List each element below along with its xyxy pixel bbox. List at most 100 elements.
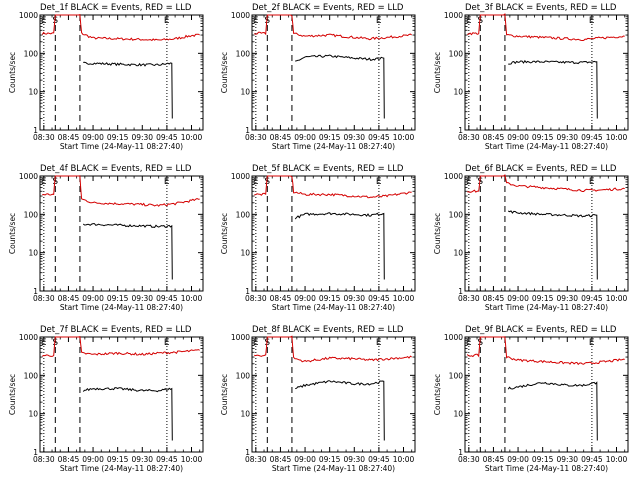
event-marker-label: E — [466, 338, 472, 348]
chart-panel-5: Det_5f BLACK = Events, RED = LLD 1 10 100 10… — [220, 164, 416, 312]
chart-title: Det_3f BLACK = Events, RED = LLD — [465, 3, 617, 13]
y-tick-label: 1 — [458, 126, 463, 135]
x-tick-label: 08:45 — [270, 294, 292, 303]
y-axis-label: Counts/sec — [433, 374, 442, 415]
y-tick-label: 1 — [245, 448, 250, 457]
x-tick-label: 09:45 — [156, 294, 178, 303]
event-marker-label: E — [253, 338, 259, 348]
x-tick-label: 09:45 — [368, 133, 390, 142]
chart-panel-8: Det_8f BLACK = Events, RED = LLD 1 10 100 10… — [220, 325, 416, 473]
y-tick-label: 1000 — [19, 172, 38, 181]
x-tick-label: 09:00 — [82, 133, 104, 142]
y-tick-label: 100 — [24, 210, 39, 219]
y-tick-label: 10 — [28, 249, 38, 258]
y-tick-label: 100 — [449, 210, 464, 219]
event-marker-label: E — [466, 177, 472, 187]
chart-title: Det_5f BLACK = Events, RED = LLD — [252, 164, 404, 174]
series-line — [294, 212, 385, 280]
chart-title: Det_9f BLACK = Events, RED = LLD — [465, 325, 617, 335]
x-tick-label: 09:15 — [532, 294, 554, 303]
event-marker-label: S — [477, 16, 483, 26]
event-marker-label: S — [264, 177, 270, 187]
x-tick-label: 09:15 — [107, 294, 129, 303]
y-tick-label: 100 — [236, 210, 251, 219]
x-tick-label: 08:45 — [58, 455, 80, 464]
series-line — [41, 335, 200, 357]
plot-frame — [464, 14, 629, 131]
x-tick-label: 08:30 — [245, 294, 267, 303]
plot-frame — [251, 175, 416, 292]
x-tick-label: 09:30 — [343, 133, 365, 142]
x-tick-label: 09:30 — [343, 455, 365, 464]
chart-panel-1: Det_1f BLACK = Events, RED = LLD 1 10 100 10… — [8, 3, 204, 151]
x-axis-label: Start Time (24-May-11 08:27:40) — [485, 142, 608, 151]
event-marker-label: E — [376, 177, 382, 187]
y-tick-label: 1000 — [231, 11, 250, 20]
series-line — [295, 380, 385, 441]
event-marker-label: E — [589, 16, 595, 26]
chart-panel-3: Det_3f BLACK = Events, RED = LLD 1 10 100 10… — [433, 3, 629, 151]
series-line — [466, 336, 625, 366]
plot-frame — [464, 336, 629, 453]
x-tick-label: 08:45 — [483, 455, 505, 464]
x-tick-label: 09:45 — [581, 294, 603, 303]
y-tick-label: 1 — [33, 448, 38, 457]
y-axis-label: Counts/sec — [433, 213, 442, 254]
y-axis-label: Counts/sec — [8, 213, 17, 254]
y-tick-label: 10 — [240, 88, 250, 97]
x-axis-label: Start Time (24-May-11 08:27:40) — [60, 303, 183, 312]
x-tick-label: 08:45 — [58, 294, 80, 303]
event-marker-label: E — [589, 177, 595, 187]
plot-frame — [464, 175, 629, 292]
y-tick-label: 1000 — [444, 333, 463, 342]
x-tick-label: 09:15 — [319, 455, 341, 464]
y-tick-label: 10 — [240, 410, 250, 419]
x-tick-label: 08:45 — [483, 294, 505, 303]
x-tick-label: 09:30 — [131, 133, 153, 142]
x-tick-label: 10:00 — [606, 133, 628, 142]
x-tick-label: 09:00 — [294, 294, 316, 303]
x-tick-label: 08:30 — [33, 294, 55, 303]
y-tick-label: 10 — [240, 249, 250, 258]
chart-panel-2: Det_2f BLACK = Events, RED = LLD 1 10 100 10… — [220, 3, 416, 151]
x-tick-label: 09:45 — [368, 455, 390, 464]
x-tick-label: 09:30 — [131, 294, 153, 303]
chart-title: Det_1f BLACK = Events, RED = LLD — [40, 3, 192, 13]
x-tick-label: 10:00 — [393, 455, 415, 464]
y-tick-label: 1 — [33, 126, 38, 135]
series-line — [82, 387, 173, 441]
event-marker-label: E — [164, 177, 170, 187]
x-tick-label: 09:30 — [556, 294, 578, 303]
x-tick-label: 09:30 — [556, 133, 578, 142]
x-axis-label: Start Time (24-May-11 08:27:40) — [60, 142, 183, 151]
x-tick-label: 09:00 — [82, 455, 104, 464]
x-tick-label: 09:45 — [368, 294, 390, 303]
x-tick-label: 08:45 — [270, 133, 292, 142]
y-axis-label: Counts/sec — [433, 52, 442, 93]
chart-panel-6: Det_6f BLACK = Events, RED = LLD 1 10 100 10… — [433, 164, 629, 312]
y-tick-label: 1000 — [444, 172, 463, 181]
y-tick-label: 100 — [24, 49, 39, 58]
y-tick-label: 100 — [24, 371, 39, 380]
x-tick-label: 09:15 — [532, 133, 554, 142]
plot-frame — [251, 336, 416, 453]
chart-panel-4: Det_4f BLACK = Events, RED = LLD 1 10 100 10… — [8, 164, 204, 312]
y-tick-label: 100 — [449, 371, 464, 380]
series-line — [254, 14, 412, 41]
x-tick-label: 10:00 — [181, 294, 203, 303]
x-axis-label: Start Time (24-May-11 08:27:40) — [60, 464, 183, 473]
y-tick-label: 1000 — [19, 333, 38, 342]
x-tick-label: 10:00 — [606, 455, 628, 464]
x-tick-label: 09:00 — [294, 455, 316, 464]
event-marker-label: E — [589, 338, 595, 348]
x-tick-label: 09:45 — [156, 133, 178, 142]
x-axis-label: Start Time (24-May-11 08:27:40) — [272, 303, 395, 312]
y-tick-label: 10 — [28, 410, 38, 419]
x-axis-label: Start Time (24-May-11 08:27:40) — [485, 464, 608, 473]
event-marker-label: E — [253, 177, 259, 187]
series-line — [295, 54, 385, 119]
chart-panel-9: Det_9f BLACK = Events, RED = LLD 1 10 100 10… — [433, 325, 629, 473]
y-tick-label: 1 — [458, 448, 463, 457]
series-line — [507, 210, 598, 280]
